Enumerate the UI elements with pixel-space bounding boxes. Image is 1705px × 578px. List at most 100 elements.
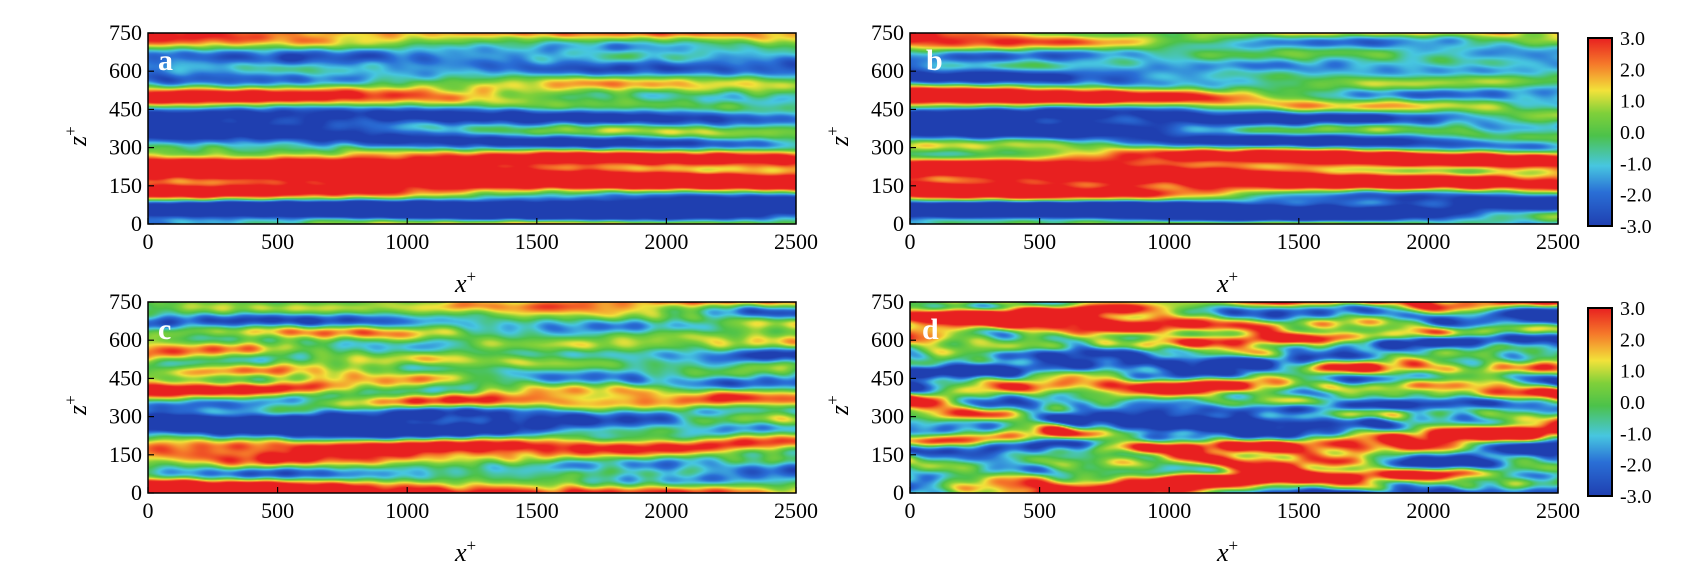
x-tick-label-d-3: 1500 (1277, 498, 1321, 523)
colorbar-label-0-4: -1.0 (1620, 153, 1652, 175)
colorbar-label-0-6: -3.0 (1620, 216, 1652, 238)
x-tick-label-c-1: 500 (261, 498, 294, 523)
x-axis-label-a: x+ (454, 267, 476, 298)
y-tick-label-c-4: 600 (109, 327, 142, 352)
x-tick-label-d-2: 1000 (1147, 498, 1191, 523)
x-ticks-d: 0 500 1000 1500 2000 2500 (905, 487, 1580, 523)
y-tick-label-b-0: 0 (893, 211, 904, 236)
colorbar-top-gradient (1587, 37, 1613, 227)
y-tick-label-c-2: 300 (109, 404, 142, 429)
y-tick-label-d-4: 600 (871, 327, 904, 352)
panel-letter-b: b (926, 44, 943, 77)
y-axis-label-c: z+ (61, 395, 92, 416)
x-tick-label-a-0: 0 (143, 229, 154, 254)
x-tick-label-c-5: 2500 (774, 498, 818, 523)
x-axis-label-b: x+ (1216, 267, 1238, 298)
plot-frame-c (147, 301, 797, 494)
x-tick-label-b-5: 2500 (1536, 229, 1580, 254)
x-tick-label-a-5: 2500 (774, 229, 818, 254)
colorbar-label-0-0: 3.0 (1620, 28, 1645, 50)
x-tick-label-d-0: 0 (905, 498, 916, 523)
y-tick-label-a-4: 600 (109, 58, 142, 83)
y-tick-label-b-2: 300 (871, 135, 904, 160)
y-tick-label-c-5: 750 (109, 289, 142, 314)
x-ticks-b: 0 500 1000 1500 2000 2500 (905, 218, 1580, 254)
colorbar-label-1-1: 2.0 (1620, 329, 1645, 351)
y-tick-label-a-5: 750 (109, 20, 142, 45)
y-tick-label-c-1: 150 (109, 442, 142, 467)
x-tick-label-c-4: 2000 (644, 498, 688, 523)
colorbar-bottom: 3.0 2.0 1.0 0.0 -1.0 -2.0 -3.0 (1587, 298, 1652, 508)
y-tick-label-b-5: 750 (871, 20, 904, 45)
y-tick-label-a-0: 0 (131, 211, 142, 236)
y-tick-label-d-3: 450 (871, 365, 904, 390)
y-tick-label-b-3: 450 (871, 96, 904, 121)
x-tick-label-b-0: 0 (905, 229, 916, 254)
x-ticks-a: 0 500 1000 1500 2000 2500 (143, 218, 818, 254)
x-tick-label-d-5: 2500 (1536, 498, 1580, 523)
plot-frame-b (909, 32, 1559, 225)
y-tick-label-d-5: 750 (871, 289, 904, 314)
x-ticks-c: 0 500 1000 1500 2000 2500 (143, 487, 818, 523)
y-tick-label-b-4: 600 (871, 58, 904, 83)
colorbar-label-0-5: -2.0 (1620, 185, 1652, 207)
field-heatmap-b (910, 33, 1558, 224)
x-tick-label-c-2: 1000 (385, 498, 429, 523)
colorbar-bottom-gradient (1587, 307, 1613, 497)
y-ticks-c: 0 150 300 450 600 750 (109, 289, 154, 505)
x-tick-label-d-4: 2000 (1406, 498, 1450, 523)
colorbar-label-1-4: -1.0 (1620, 423, 1652, 445)
x-tick-label-a-2: 1000 (385, 229, 429, 254)
x-tick-label-b-3: 1500 (1277, 229, 1321, 254)
plot-frame-a (147, 32, 797, 225)
field-heatmap-c (148, 302, 796, 493)
x-tick-label-b-4: 2000 (1406, 229, 1450, 254)
y-tick-label-a-2: 300 (109, 135, 142, 160)
x-tick-label-b-1: 500 (1023, 229, 1056, 254)
colorbar-label-1-0: 3.0 (1620, 298, 1645, 320)
field-heatmap-d (910, 302, 1558, 493)
y-tick-label-a-3: 450 (109, 96, 142, 121)
colorbar-label-0-1: 2.0 (1620, 59, 1645, 81)
y-tick-label-b-1: 150 (871, 173, 904, 198)
x-tick-label-c-3: 1500 (515, 498, 559, 523)
colorbar-label-0-2: 1.0 (1620, 91, 1645, 113)
y-ticks-a: 0 150 300 450 600 750 (109, 20, 154, 236)
x-tick-label-a-4: 2000 (644, 229, 688, 254)
colorbar-label-1-6: -3.0 (1620, 486, 1652, 508)
panel-letter-a: a (158, 44, 173, 77)
plot-frame-d (909, 301, 1559, 494)
y-tick-label-c-0: 0 (131, 480, 142, 505)
y-axis-label-a: z+ (61, 126, 92, 147)
panel-letter-d: d (922, 313, 939, 346)
y-tick-label-d-0: 0 (893, 480, 904, 505)
y-tick-label-a-1: 150 (109, 173, 142, 198)
x-axis-label-d: x+ (1216, 536, 1238, 567)
colorbar-top-labels: 3.0 2.0 1.0 0.0 -1.0 -2.0 -3.0 (1620, 28, 1652, 238)
x-tick-label-a-1: 500 (261, 229, 294, 254)
y-axis-label-d: z+ (823, 395, 854, 416)
y-ticks-b: 0 150 300 450 600 750 (871, 20, 916, 236)
field-heatmap-a (148, 33, 796, 224)
x-tick-label-d-1: 500 (1023, 498, 1056, 523)
colorbar-label-0-3: 0.0 (1620, 122, 1645, 144)
colorbar-bottom-labels: 3.0 2.0 1.0 0.0 -1.0 -2.0 -3.0 (1620, 298, 1652, 508)
y-tick-label-d-1: 150 (871, 442, 904, 467)
x-axis-label-c: x+ (454, 536, 476, 567)
x-tick-label-c-0: 0 (143, 498, 154, 523)
colorbar-label-1-3: 0.0 (1620, 392, 1645, 414)
x-tick-label-b-2: 1000 (1147, 229, 1191, 254)
y-axis-label-b: z+ (823, 126, 854, 147)
colorbar-label-1-2: 1.0 (1620, 361, 1645, 383)
y-tick-label-c-3: 450 (109, 365, 142, 390)
colorbar-top: 3.0 2.0 1.0 0.0 -1.0 -2.0 -3.0 (1587, 28, 1652, 238)
panel-letter-c: c (158, 313, 171, 346)
colorbar-label-1-5: -2.0 (1620, 455, 1652, 477)
x-tick-label-a-3: 1500 (515, 229, 559, 254)
y-tick-label-d-2: 300 (871, 404, 904, 429)
